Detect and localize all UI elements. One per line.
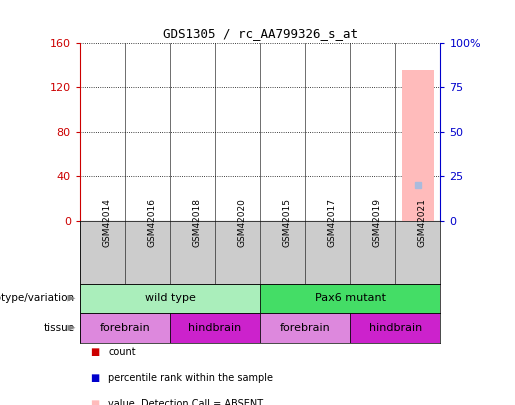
Text: GSM42019: GSM42019 xyxy=(373,198,382,247)
Text: hindbrain: hindbrain xyxy=(188,323,242,333)
Text: forebrain: forebrain xyxy=(99,323,150,333)
Bar xyxy=(350,313,440,343)
Text: GSM42018: GSM42018 xyxy=(193,198,201,247)
Text: GSM42015: GSM42015 xyxy=(283,198,291,247)
Bar xyxy=(402,70,434,221)
Text: wild type: wild type xyxy=(145,293,195,303)
Bar xyxy=(260,284,440,313)
Polygon shape xyxy=(67,325,76,331)
Text: hindbrain: hindbrain xyxy=(369,323,422,333)
Text: value, Detection Call = ABSENT: value, Detection Call = ABSENT xyxy=(108,399,263,405)
Text: forebrain: forebrain xyxy=(280,323,331,333)
Text: genotype/variation: genotype/variation xyxy=(0,293,75,303)
Bar xyxy=(170,313,260,343)
Text: ■: ■ xyxy=(90,373,99,383)
Bar xyxy=(80,284,260,313)
Text: ■: ■ xyxy=(90,347,99,357)
Text: count: count xyxy=(108,347,136,357)
Polygon shape xyxy=(67,295,76,301)
Text: GSM42021: GSM42021 xyxy=(418,198,427,247)
Text: GSM42016: GSM42016 xyxy=(147,198,157,247)
Text: tissue: tissue xyxy=(44,323,75,333)
Text: GSM42014: GSM42014 xyxy=(102,198,111,247)
Text: GSM42020: GSM42020 xyxy=(237,198,247,247)
Title: GDS1305 / rc_AA799326_s_at: GDS1305 / rc_AA799326_s_at xyxy=(163,27,357,40)
Text: Pax6 mutant: Pax6 mutant xyxy=(315,293,386,303)
Bar xyxy=(260,313,350,343)
Text: percentile rank within the sample: percentile rank within the sample xyxy=(108,373,273,383)
Text: ■: ■ xyxy=(90,399,99,405)
Text: GSM42017: GSM42017 xyxy=(328,198,337,247)
Bar xyxy=(80,313,170,343)
